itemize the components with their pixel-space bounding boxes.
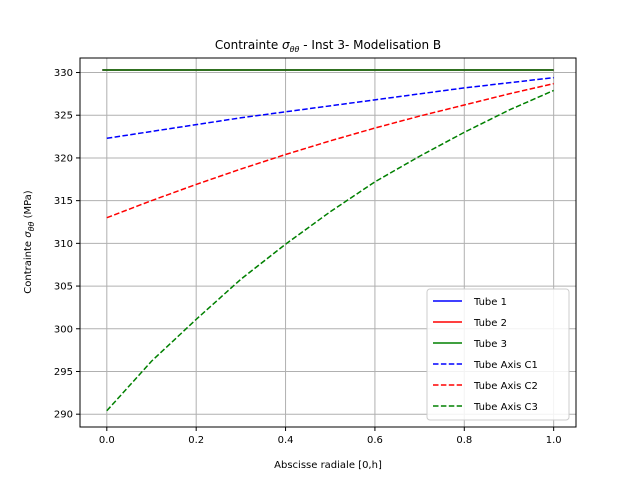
- x-tick-label: 1.0: [546, 435, 562, 446]
- x-axis-label: Abscisse radiale [0,h]: [274, 460, 382, 471]
- x-tick-label: 0.6: [367, 435, 383, 446]
- legend-label: Tube 2: [473, 318, 507, 329]
- y-tick-label: 320: [54, 153, 73, 164]
- x-tick-label: 0.8: [456, 435, 472, 446]
- y-tick-label: 305: [54, 282, 73, 293]
- y-tick-label: 325: [54, 111, 73, 122]
- series-layer: [102, 69, 554, 412]
- legend-label: Tube Axis C1: [473, 360, 538, 371]
- series-line: [106, 82, 554, 219]
- chart-title: Contrainte σθθ - Inst 3- Modelisation B: [215, 38, 441, 54]
- y-tick-label: 300: [54, 324, 73, 335]
- legend-box: [426, 288, 570, 421]
- y-tick-label: 315: [54, 196, 73, 207]
- y-tick-label: 310: [54, 239, 73, 250]
- y-axis-ticks: 290 295 300 305 310 315 320 325 330: [54, 68, 80, 421]
- y-tick-label: 290: [54, 410, 73, 421]
- legend-label: Tube 1: [473, 297, 507, 308]
- y-axis-label: Contrainte σθθ (MPa): [23, 190, 36, 294]
- x-axis-ticks: 0.0 0.2 0.4 0.6 0.8 1.0: [99, 427, 562, 446]
- y-tick-label: 295: [54, 367, 73, 378]
- series-line: [106, 76, 554, 140]
- x-tick-label: 0.4: [278, 435, 294, 446]
- legend-label: Tube Axis C2: [473, 381, 538, 392]
- legend-label: Tube Axis C3: [473, 402, 538, 413]
- legend: Tube 1 Tube 2 Tube 3 Tube Axis C1 Tube Axis …: [426, 288, 570, 421]
- legend-label: Tube 3: [473, 339, 507, 350]
- grid: [80, 58, 576, 427]
- plot-frame: [79, 57, 577, 428]
- x-tick-label: 0.2: [188, 435, 204, 446]
- y-tick-label: 330: [54, 68, 73, 79]
- series-line: [106, 89, 554, 412]
- x-tick-label: 0.0: [99, 435, 115, 446]
